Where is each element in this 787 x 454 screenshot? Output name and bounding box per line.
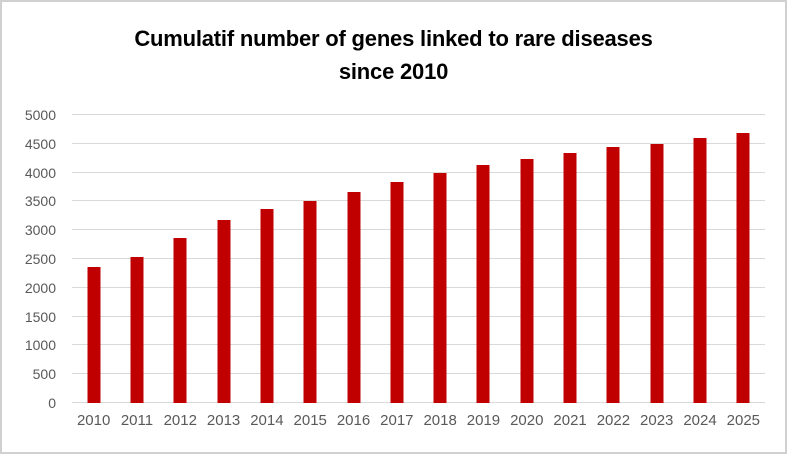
bar-2018: [433, 172, 447, 403]
bar-2022: [606, 146, 620, 403]
bar-2011: [130, 256, 144, 403]
x-tick-label: 2022: [596, 412, 631, 429]
gridline: [72, 315, 765, 317]
x-tick-label: 2018: [423, 412, 457, 429]
x-tick-label: 2019: [466, 412, 501, 429]
chart-title-line-1: Cumulatif number of genes linked to rare…: [134, 26, 653, 51]
x-tick-label: 2013: [206, 412, 241, 429]
x-tick-label: 2011: [120, 412, 154, 429]
bar-series: [72, 115, 765, 403]
x-tick-label: 2017: [380, 412, 414, 429]
bar-slot-2017: [375, 115, 418, 403]
gridline: [72, 286, 765, 288]
chart-title-line-2: since 2010: [338, 59, 449, 84]
bar-slot-2025: [722, 115, 765, 403]
y-tick-label: 2000: [24, 279, 56, 296]
bar-slot-2022: [592, 115, 635, 403]
x-tick-label: 2025: [726, 412, 761, 429]
gridline: [72, 114, 765, 115]
bar-slot-2020: [505, 115, 548, 403]
x-tick-label: 2016: [336, 412, 371, 429]
bar-2021: [563, 153, 577, 403]
bar-2015: [303, 200, 317, 403]
bar-slot-2021: [548, 115, 591, 403]
bar-2017: [390, 182, 404, 403]
bar-2025: [736, 132, 750, 403]
y-tick-label: 1000: [24, 337, 56, 354]
bar-slot-2014: [245, 115, 288, 403]
bar-slot-2015: [289, 115, 332, 403]
bar-slot-2013: [202, 115, 245, 403]
bar-slot-2019: [462, 115, 505, 403]
x-tick-label: 2020: [510, 412, 544, 429]
bar-slot-2024: [678, 115, 721, 403]
y-axis: 0 500 1000 1500 2000 2500 3000 3500 4000 4500 5000: [2, 107, 56, 411]
bar-2023: [650, 144, 664, 403]
y-tick-label: 0: [48, 395, 56, 411]
x-tick-label: 2014: [250, 412, 284, 429]
bar-slot-2012: [159, 115, 202, 403]
x-tick-label: 2015: [293, 412, 327, 429]
gridline: [72, 373, 765, 375]
x-axis-line: [72, 402, 765, 403]
x-axis: 2010 2011 2012 2013 2014 2015 2016 2017 2018 2019…: [72, 412, 765, 429]
x-tick-label: 2010: [76, 412, 111, 429]
x-tick-label: 2021: [553, 412, 587, 429]
bar-2019: [476, 164, 490, 403]
bar-slot-2010: [72, 115, 115, 403]
gridline: [72, 171, 765, 173]
gridline: [72, 258, 765, 259]
x-tick-label: 2023: [640, 412, 674, 429]
gridline: [72, 200, 765, 202]
bar-2013: [217, 220, 231, 403]
bar-2024: [693, 138, 707, 403]
y-tick-label: 4000: [24, 164, 56, 181]
bar-slot-2011: [115, 115, 158, 403]
bar-2010: [87, 267, 101, 403]
x-tick-label: 2024: [683, 412, 717, 429]
bar-2012: [173, 238, 187, 403]
y-tick-label: 500: [32, 366, 56, 383]
gridline: [72, 229, 765, 231]
x-tick-label: 2012: [163, 412, 197, 429]
bar-slot-2023: [635, 115, 678, 403]
y-tick-label: 1500: [24, 308, 56, 325]
y-tick-label: 3000: [24, 222, 56, 239]
bar-2020: [520, 158, 534, 403]
bar-slot-2018: [419, 115, 462, 403]
bar-2016: [347, 191, 361, 403]
y-tick-label: 4500: [24, 135, 56, 152]
chart-title: Cumulatif number of genes linked to rare…: [2, 22, 785, 88]
gridline: [72, 142, 765, 144]
bar-2014: [260, 209, 274, 403]
bar-slot-2016: [332, 115, 375, 403]
y-tick-label: 5000: [24, 107, 56, 123]
y-tick-label: 3500: [24, 193, 56, 210]
y-tick-label: 2500: [24, 251, 56, 267]
gridline: [72, 344, 765, 346]
plot-area: [72, 114, 765, 403]
